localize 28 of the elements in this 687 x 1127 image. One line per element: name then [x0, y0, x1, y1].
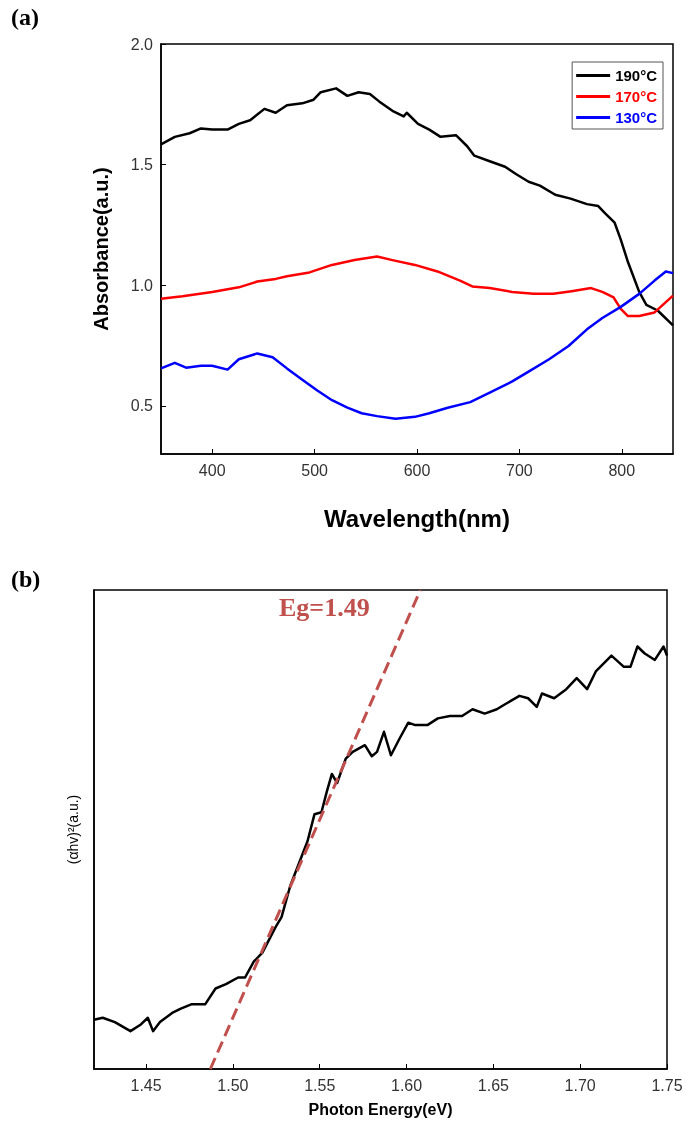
x-tick-label: 700: [506, 461, 533, 479]
y-axis-title: Absorbance(a.u.): [90, 167, 112, 331]
x-tick-label: 1.45: [130, 1076, 162, 1094]
x-axis-title: Photon Energy(eV): [308, 1100, 453, 1118]
y-tick-label: 1.5: [130, 156, 154, 174]
x-tick-label: 1.70: [564, 1076, 596, 1094]
line-series: [159, 270, 675, 421]
legend-label: 130°C: [615, 109, 658, 126]
chart-title: (b): [11, 566, 41, 592]
x-axis-title: Wavelength(nm): [324, 504, 510, 532]
y-tick-label: 2.0: [130, 35, 154, 53]
x-tick-label: 1.75: [651, 1076, 683, 1094]
y-tick-label: 1.0: [130, 276, 154, 294]
x-tick-label: 1.60: [390, 1076, 423, 1094]
y-axis-title: (αhv)²(a.u.): [65, 794, 81, 865]
line-series: [159, 255, 675, 318]
legend-label: 190°C: [615, 67, 658, 84]
annotation: Eg=1.49: [279, 592, 370, 622]
x-tick-label: 800: [608, 461, 636, 479]
chart-title: (a): [11, 4, 39, 30]
y-tick-label: 0.5: [130, 397, 154, 415]
x-tick-label: 600: [403, 461, 431, 479]
legend-label: 170°C: [615, 88, 658, 105]
x-tick-label: 1.50: [217, 1076, 249, 1094]
x-tick-label: 1.55: [304, 1076, 336, 1094]
x-tick-label: 500: [301, 461, 329, 479]
x-tick-label: 400: [198, 461, 226, 479]
x-tick-label: 1.65: [477, 1076, 510, 1094]
